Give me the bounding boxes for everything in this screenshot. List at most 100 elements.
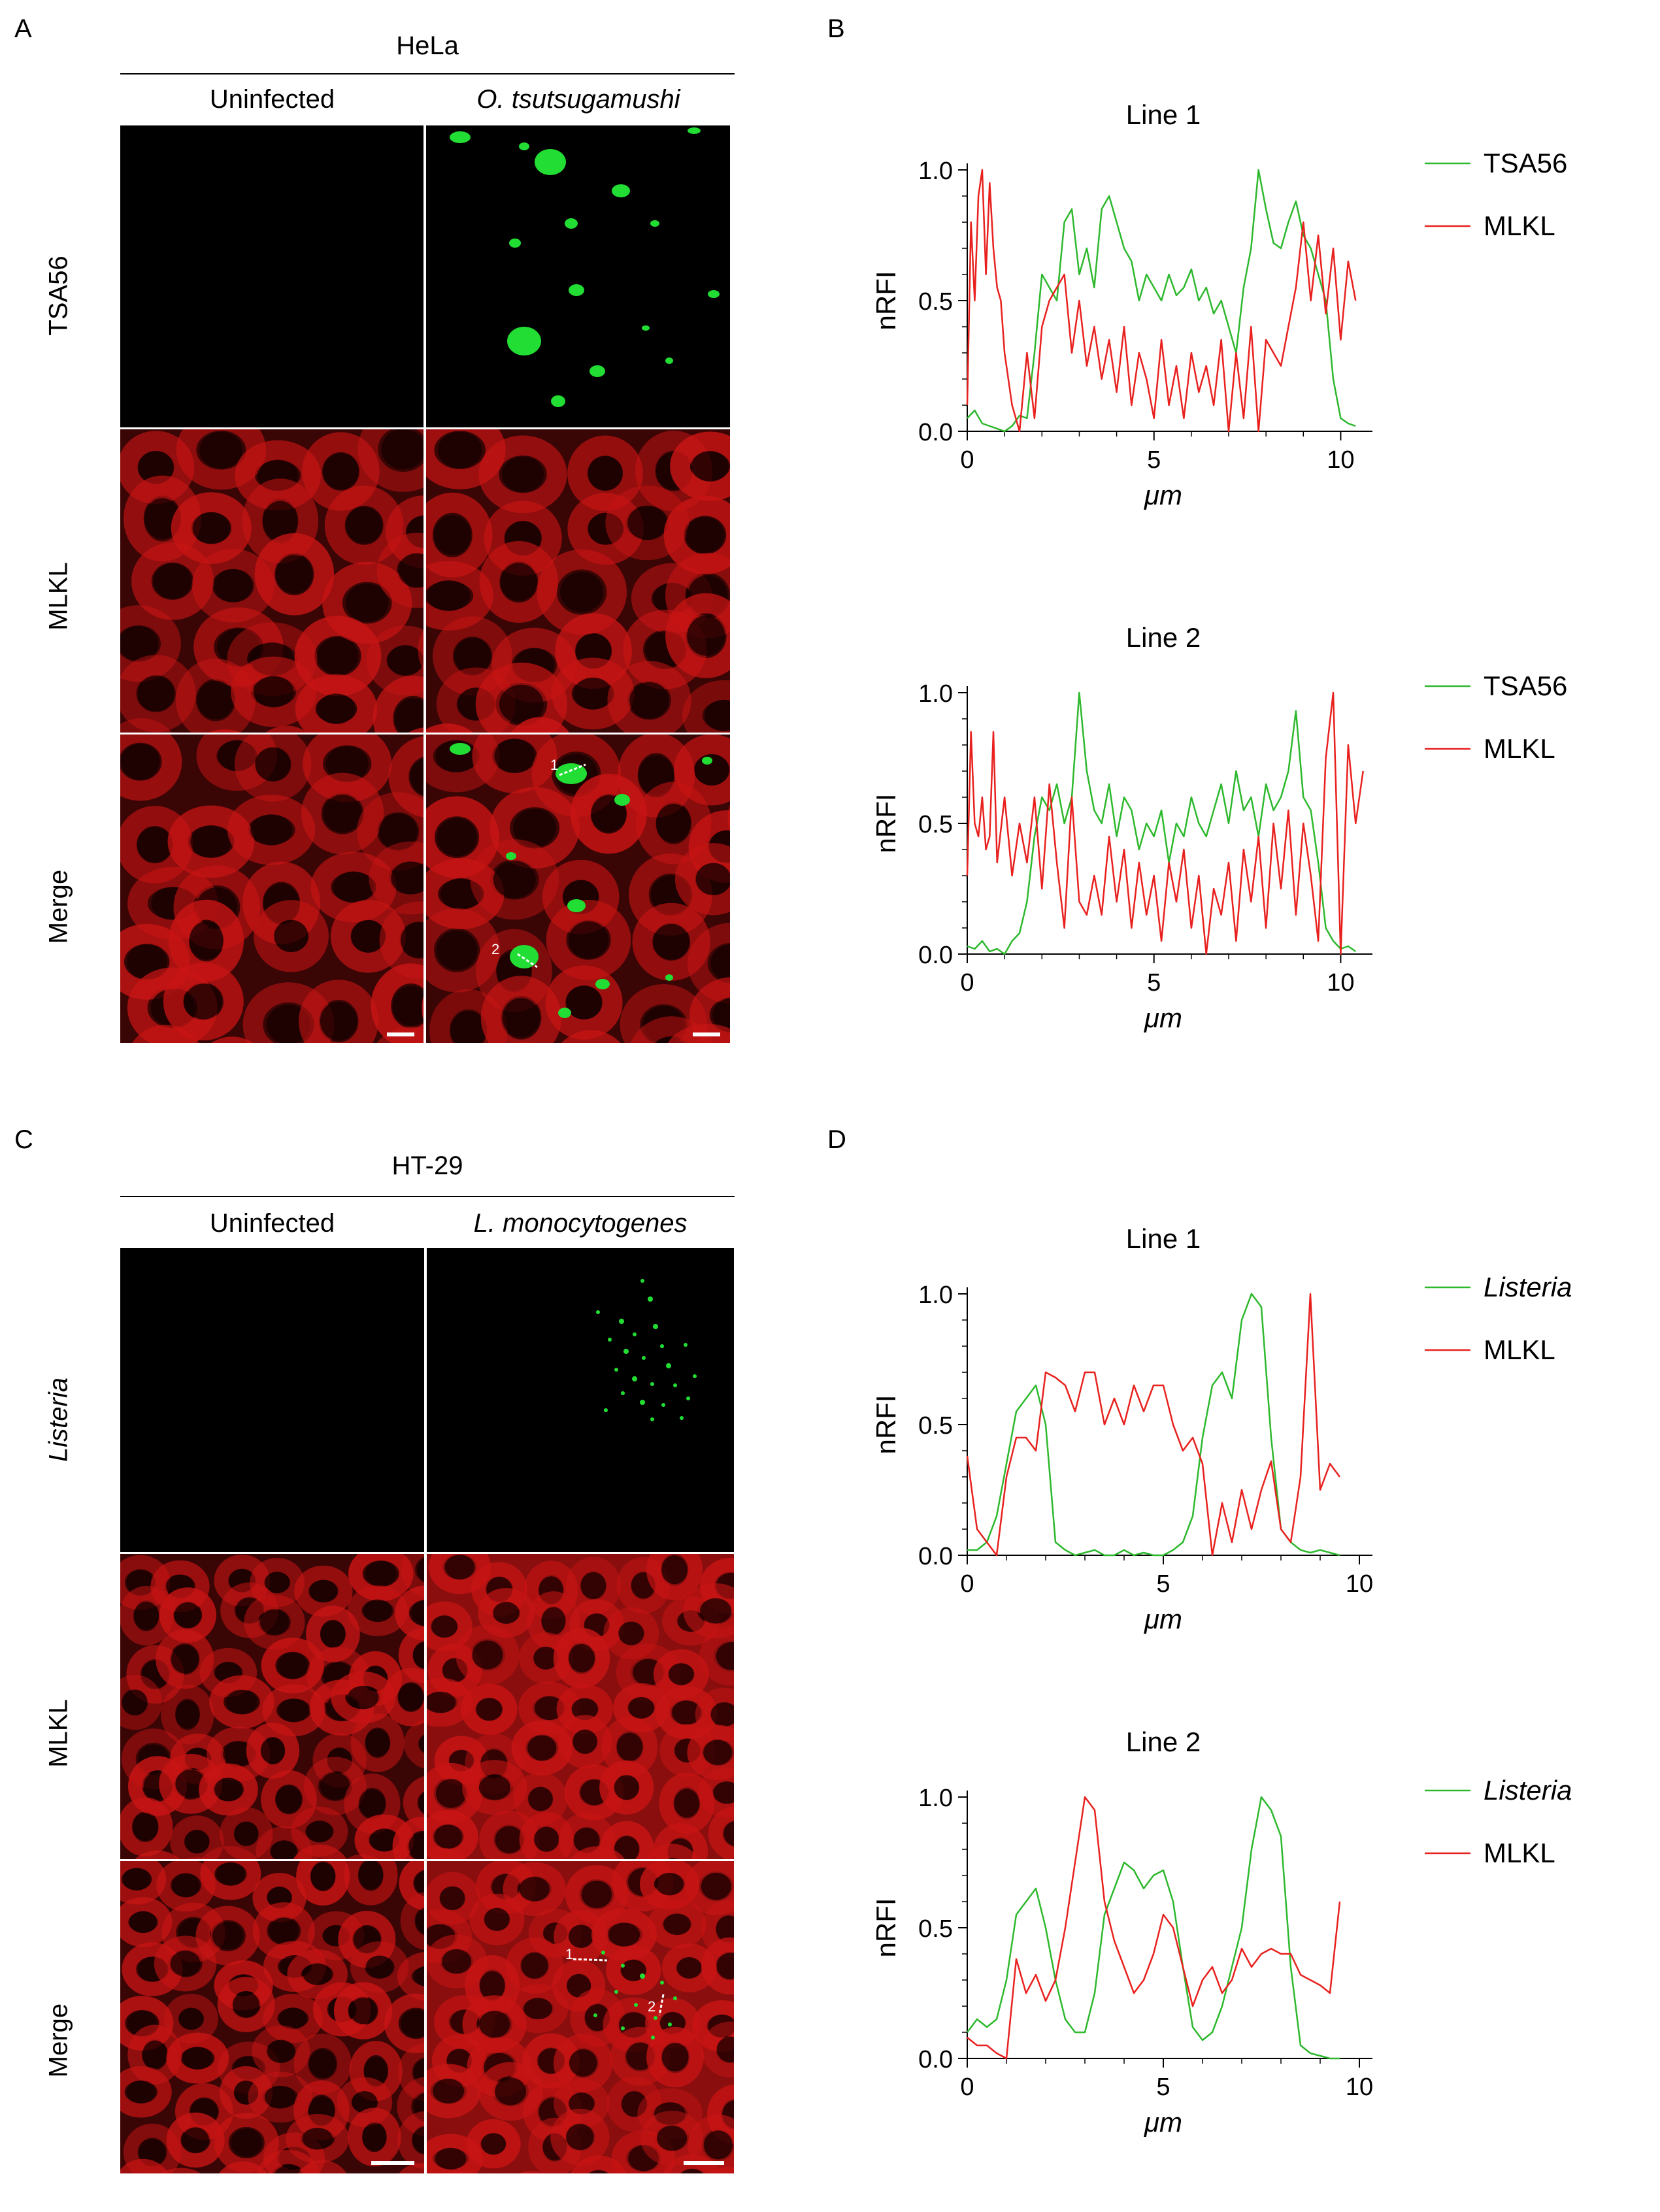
- cell-nucleus: [440, 878, 482, 910]
- cell-nucleus: [184, 1830, 210, 1854]
- cell-nucleus: [568, 921, 609, 959]
- column-label-c-infected: L. monocytogenes: [473, 1209, 688, 1238]
- cell-nucleus: [713, 1781, 734, 1804]
- cell-cytoplasm: [338, 1911, 396, 1968]
- green-inclusions-a: [450, 127, 720, 407]
- cell-cytoplasm: [369, 841, 423, 915]
- cell-cytoplasm: [357, 429, 423, 492]
- cell-nucleus: [701, 1872, 731, 1900]
- y-tick-label: 0.0: [918, 1543, 953, 1570]
- cell-nucleus: [716, 1642, 734, 1670]
- cell-cytoplasm: [218, 2161, 268, 2173]
- cell-cytoplasm: [383, 1668, 424, 1726]
- y-tick-label: 0.0: [918, 942, 953, 969]
- cell-nucleus: [499, 684, 544, 724]
- cell-cytoplasm: [287, 1949, 348, 1999]
- micrograph-a-infected-merge: 1 2: [426, 735, 730, 1043]
- cell-nucleus: [323, 794, 362, 833]
- cell-nucleus: [478, 1774, 511, 1800]
- cell-cytoplasm: [606, 1945, 661, 1995]
- line-chart-svg: Line 1 0.0 0.5 1.0 0 5 10 μm nRFI Listeria MLKL: [871, 1223, 1572, 1634]
- cell-nucleus: [618, 1621, 644, 1645]
- legend-label-mlkl: MLKL: [1484, 1334, 1555, 1365]
- merge-overlay-a: 1 2: [450, 743, 712, 1018]
- cell-cytoplasm: [699, 1626, 734, 1686]
- cell-nucleus: [559, 572, 604, 612]
- chart-title: Line 2: [1126, 1726, 1201, 1757]
- cell-cytoplasm: [286, 2113, 350, 2164]
- line-marker-c-1: 1: [565, 1946, 573, 1962]
- cell-cytoplasm: [295, 674, 378, 733]
- cell-cytoplasm: [252, 2025, 310, 2077]
- cell-cytoplasm: [426, 908, 500, 993]
- cell-nucleus: [175, 1700, 200, 1729]
- y-tick-label: 0.0: [918, 419, 953, 446]
- micrograph-a-uninfected-tsa56: [120, 125, 423, 427]
- cell-nucleus: [716, 1953, 734, 1979]
- cell-cytoplasm: [708, 1806, 734, 1859]
- cell-cytoplasm: [399, 2163, 424, 2173]
- cell-nucleus: [218, 740, 256, 772]
- cell-nucleus: [695, 863, 730, 895]
- legend-label-mlkl: MLKL: [1484, 1838, 1555, 1868]
- cell-nucleus: [627, 506, 667, 540]
- cell-nucleus: [398, 553, 423, 587]
- legend-label-tsa56: TSA56: [1484, 670, 1567, 701]
- cell-cytoplasm: [333, 1982, 393, 2039]
- mlkl-texture: [426, 735, 730, 1043]
- cell-nucleus: [310, 1862, 335, 1890]
- cell-cytoplasm: [607, 661, 691, 733]
- x-tick-label: 5: [1156, 1570, 1170, 1598]
- cell-cytoplasm: [427, 1847, 467, 1859]
- cell-nucleus: [622, 2091, 647, 2117]
- cell-cytoplasm: [401, 1554, 424, 1598]
- cell-nucleus: [716, 2036, 734, 2063]
- cell-nucleus: [435, 1779, 467, 1808]
- merge-overlay-c: 1 2: [565, 1946, 677, 2039]
- cell-cytoplasm: [508, 1984, 569, 2034]
- cell-cytoplasm: [159, 1753, 223, 1814]
- cell-cytoplasm: [301, 772, 384, 855]
- line-marker-a-1: 1: [550, 757, 558, 773]
- cell-cytoplasm: [399, 1861, 424, 1911]
- cell-nucleus: [122, 1689, 148, 1715]
- cell-nucleus: [153, 563, 192, 599]
- cell-nucleus: [567, 1973, 591, 1998]
- cell-nucleus: [182, 2127, 210, 2153]
- cell-nucleus: [495, 2077, 527, 2105]
- cell-nucleus: [493, 1602, 520, 1624]
- cell-nucleus: [527, 1735, 557, 1761]
- cell-nucleus: [365, 1728, 390, 1757]
- legend-label-mlkl: MLKL: [1484, 210, 1555, 241]
- cell-nucleus: [712, 998, 730, 1032]
- cell-cytoplasm: [200, 1861, 261, 1900]
- micrograph-c-uninfected-merge: [120, 1861, 424, 2173]
- cell-cytoplasm: [171, 492, 252, 564]
- cell-nucleus: [353, 1926, 380, 1953]
- cell-cytoplasm: [606, 2076, 662, 2132]
- cell-nucleus: [250, 814, 293, 846]
- chart-b-line2: Line 2 0.0 0.5 1.0 0 5 10 μm nRFI TSA56 MLKL: [837, 601, 1647, 1072]
- y-tick-label: 0.5: [918, 288, 953, 316]
- cell-cytoplasm: [398, 1627, 424, 1683]
- cell-cytoplasm: [397, 2111, 424, 2169]
- cell-cytoplasm: [689, 977, 730, 1043]
- cell-nucleus: [309, 2049, 337, 2078]
- cell-nucleus: [129, 1911, 157, 1934]
- cell-nucleus: [681, 2168, 703, 2173]
- cell-nucleus: [347, 1685, 379, 1709]
- cell-nucleus: [566, 2124, 594, 2151]
- cell-nucleus: [414, 1870, 424, 1896]
- cell-cytoplasm: [403, 1775, 424, 1830]
- x-tick-label: 0: [960, 1570, 974, 1598]
- cell-nucleus: [437, 817, 477, 857]
- line-chart-svg: Line 2 0.0 0.5 1.0 0 5 10 μm nRFI TSA56 MLKL: [871, 622, 1567, 1033]
- x-tick-label: 0: [960, 446, 974, 474]
- cell-cytoplasm: [293, 1844, 347, 1859]
- series-line-listeria: [967, 1796, 1340, 2060]
- cell-nucleus: [628, 2145, 659, 2171]
- cell-nucleus: [614, 1775, 639, 1800]
- row-label-a-mlkl: MLKL: [44, 562, 73, 631]
- cell-nucleus: [668, 1663, 694, 1685]
- cell-cytoplasm: [707, 2084, 734, 2145]
